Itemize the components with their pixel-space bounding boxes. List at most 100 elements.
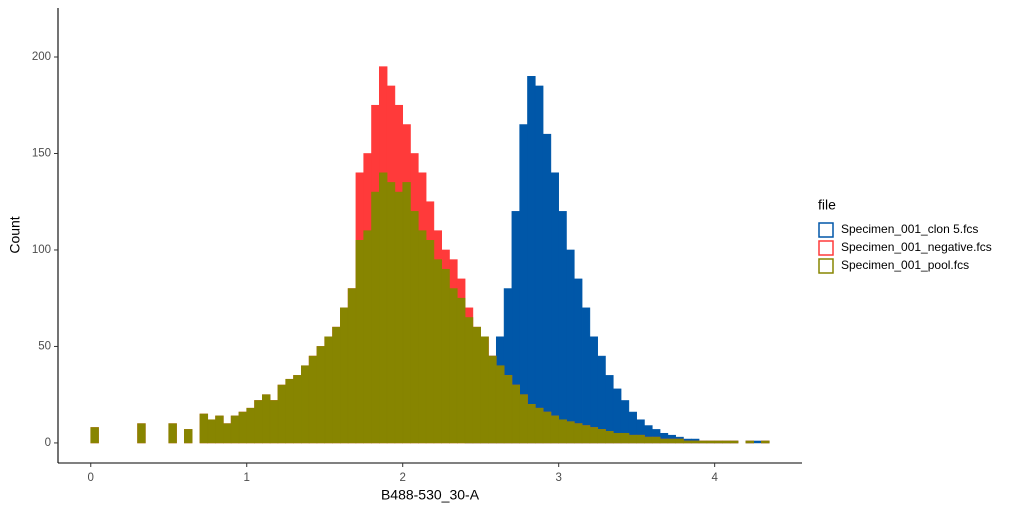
histogram-bar <box>753 440 762 444</box>
histogram-bar <box>683 440 692 444</box>
histogram-bar <box>425 240 435 444</box>
histogram-bar <box>449 288 458 444</box>
histogram-bar <box>316 346 326 444</box>
histogram-bar <box>581 425 591 444</box>
y-tick-label: 100 <box>32 244 51 256</box>
histogram-bar <box>402 182 411 444</box>
histogram-bar <box>597 429 606 444</box>
x-tick-label: 1 <box>244 472 250 484</box>
histogram-bar <box>347 288 357 444</box>
histogram-bar <box>550 415 559 444</box>
histogram-bar <box>659 438 669 444</box>
histogram-bar <box>495 365 505 444</box>
histogram-bar <box>363 230 372 444</box>
legend-key <box>818 258 834 274</box>
x-tick-label: 0 <box>88 472 94 484</box>
histogram-bar <box>511 384 520 444</box>
histogram-bar <box>698 440 708 444</box>
histogram-bar <box>644 436 653 444</box>
histogram-bar <box>620 432 630 444</box>
histogram-bar <box>605 431 614 444</box>
y-tick-label: 200 <box>32 51 51 63</box>
histogram-bar <box>254 400 263 444</box>
histogram-bar <box>651 436 661 444</box>
histogram-bar <box>722 440 731 444</box>
legend-title: file <box>818 197 836 213</box>
histogram-bar <box>589 336 598 444</box>
x-tick-label: 3 <box>555 472 561 484</box>
histogram-bar <box>215 415 224 444</box>
histogram-bar <box>472 326 481 444</box>
histogram-bar <box>386 182 396 444</box>
x-tick-label: 2 <box>400 472 406 484</box>
legend-label: Specimen_001_negative.fcs <box>841 240 992 254</box>
legend-label: Specimen_001_pool.fcs <box>841 258 969 272</box>
histogram-bar <box>137 423 146 444</box>
histogram-bar <box>277 384 287 444</box>
histogram-bar <box>324 336 333 444</box>
histogram-bar <box>612 432 622 444</box>
histogram-bar <box>729 440 739 444</box>
histogram-bar <box>714 440 723 444</box>
legend-label: Specimen_001_clon 5.fcs <box>841 222 978 236</box>
histogram-bar <box>503 375 513 444</box>
histogram-bar <box>285 378 294 444</box>
histogram-bar <box>223 423 232 444</box>
histogram-bar <box>675 438 684 444</box>
histogram-bar <box>566 249 575 444</box>
histogram-bar <box>542 133 552 444</box>
legend-key <box>818 240 834 256</box>
histogram-bar <box>379 172 388 444</box>
histogram-bar <box>558 419 567 444</box>
histogram-bar <box>441 268 450 444</box>
histogram-bar <box>262 394 271 444</box>
histogram-bar <box>573 278 583 444</box>
y-axis-title: Count <box>7 216 23 253</box>
histogram-bar <box>184 429 193 444</box>
histogram-bar <box>534 407 544 444</box>
histogram-bar <box>246 407 255 444</box>
histogram-bar <box>301 365 310 444</box>
x-tick-label: 4 <box>711 472 718 484</box>
histogram-bar <box>542 411 552 444</box>
histogram-bar <box>488 355 497 444</box>
histogram-bar <box>573 423 583 444</box>
histogram-bar <box>238 411 248 444</box>
histogram-bar <box>581 307 591 444</box>
histogram-bar <box>706 440 715 444</box>
histogram-bar <box>371 191 380 444</box>
histogram-bar <box>207 419 216 444</box>
histogram-bar <box>199 413 209 444</box>
histogram-bar <box>308 355 318 444</box>
histogram-bar <box>340 307 349 444</box>
histogram-bar <box>480 336 489 444</box>
histogram-bar <box>418 230 427 444</box>
histogram-bar <box>410 211 419 444</box>
histogram-bar <box>456 297 466 444</box>
histogram-bar <box>269 400 279 444</box>
histogram-bar <box>527 76 536 444</box>
x-axis-title: B488-530_30-A <box>381 487 480 503</box>
histogram-bar <box>293 375 302 444</box>
legend-key <box>818 222 834 238</box>
histogram-bar <box>464 317 474 444</box>
histogram-bar <box>394 191 404 444</box>
histogram-bar <box>433 259 442 444</box>
histogram-bar <box>355 240 365 444</box>
y-tick-label: 0 <box>45 437 51 449</box>
histogram-bar <box>332 326 341 444</box>
histogram-bar <box>527 404 536 444</box>
histogram-bar <box>636 434 645 444</box>
histogram-bar <box>558 211 567 444</box>
histogram-bar <box>667 438 676 444</box>
histogram-bar <box>519 394 528 444</box>
histogram-bar <box>745 440 754 444</box>
histogram-bar <box>761 440 770 444</box>
histogram-bar <box>690 440 700 444</box>
histogram-bar <box>589 427 598 444</box>
histogram-bar <box>566 421 575 444</box>
histogram-bar <box>628 434 637 444</box>
histogram-bar <box>90 427 99 444</box>
